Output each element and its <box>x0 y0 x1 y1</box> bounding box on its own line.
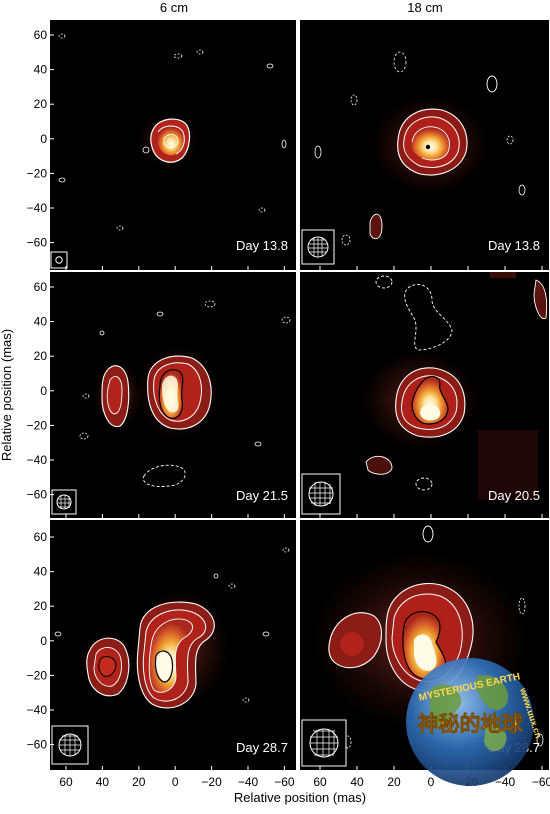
x-tick-label: 0 <box>172 775 179 789</box>
axis-tick-marks <box>50 34 543 770</box>
y-tick-label: −60 <box>27 738 48 752</box>
y-tick-label: −40 <box>27 201 48 215</box>
beam-box-18cm-day1 <box>301 229 335 265</box>
y-tick-label: 40 <box>34 63 48 77</box>
y-tick-label: 60 <box>34 28 48 42</box>
y-tick-label: −20 <box>27 418 48 432</box>
watermark-main-text: 神秘的地球 <box>418 712 524 736</box>
x-tick-label: 40 <box>350 775 364 789</box>
y-tick-label: 40 <box>34 565 48 579</box>
day-label: Day 13.8 <box>236 238 288 253</box>
x-tick-label: −20 <box>201 775 222 789</box>
y-tick-label: 20 <box>34 349 48 363</box>
source-6cm-day3 <box>54 547 290 709</box>
beam-box-18cm-day3 <box>301 719 347 767</box>
beam-box-6cm-day3 <box>51 725 89 765</box>
y-tick-label: 60 <box>34 530 48 544</box>
source-18cm-day2 <box>360 272 548 500</box>
x-tick-label: 60 <box>313 775 327 789</box>
source-6cm-day2 <box>79 300 291 487</box>
y-tick-label: 20 <box>34 97 48 111</box>
y-axis-title: Relative position (mas) <box>0 329 14 461</box>
watermark-logo: MYSTERIOUS EARTH 神秘的地球 www.uux.cn <box>406 658 544 786</box>
y-tick-label: −20 <box>27 668 48 682</box>
beam-box-6cm-day2 <box>51 489 77 515</box>
y-tick-label: 0 <box>40 634 47 648</box>
day-label: Day 13.8 <box>488 238 540 253</box>
y-tick-label: 0 <box>40 132 47 146</box>
beam-box-6cm-day1 <box>50 251 68 269</box>
x-tick-label: −60 <box>532 775 550 789</box>
column-title-18cm: 18 cm <box>407 0 442 15</box>
source-18cm-day1 <box>314 51 526 246</box>
x-tick-label: 20 <box>387 775 401 789</box>
x-tick-label: 0 <box>428 775 435 789</box>
x-tick-label: 20 <box>132 775 146 789</box>
y-tick-label: 0 <box>40 384 47 398</box>
source-6cm-day1 <box>55 33 287 265</box>
y-tick-label: 40 <box>34 315 48 329</box>
x-tick-label: −60 <box>274 775 295 789</box>
column-title-6cm: 6 cm <box>160 0 188 15</box>
day-label: Day 20.5 <box>488 488 540 503</box>
y-tick-label: −60 <box>27 488 48 502</box>
y-tick-label: 20 <box>34 599 48 613</box>
y-tick-label: −40 <box>27 453 48 467</box>
x-axis-title: Relative position (mas) <box>234 790 366 805</box>
day-label: Day 21.5 <box>236 488 288 503</box>
y-tick-label: −20 <box>27 166 48 180</box>
x-tick-label: 60 <box>59 775 73 789</box>
y-tick-label: −40 <box>27 703 48 717</box>
y-tick-label: 60 <box>34 280 48 294</box>
x-tick-label: 40 <box>96 775 110 789</box>
y-tick-labels: 60 40 20 0 −20 −40 −60 60 40 20 0 −20 −40 −60 60 40 20 0 −… <box>27 28 48 752</box>
y-tick-label: −60 <box>27 236 48 250</box>
beam-box-18cm-day2 <box>301 473 341 515</box>
x-tick-label: −40 <box>238 775 259 789</box>
day-label: Day 28.7 <box>236 740 288 755</box>
